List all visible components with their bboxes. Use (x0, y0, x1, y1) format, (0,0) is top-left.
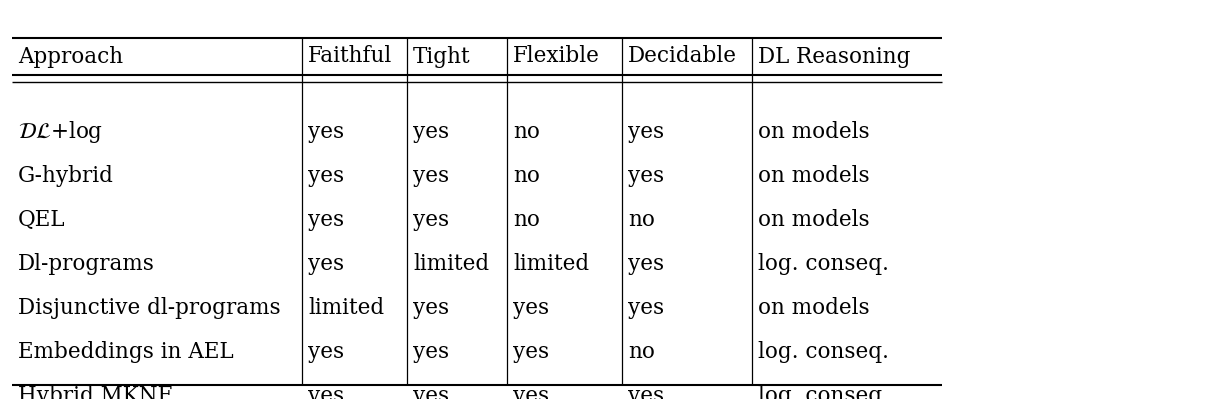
Text: log. conseq.: log. conseq. (758, 253, 889, 275)
Text: no: no (513, 209, 539, 231)
Text: Decidable: Decidable (628, 45, 738, 67)
Text: yes: yes (307, 165, 344, 187)
Text: limited: limited (307, 297, 384, 319)
Text: yes: yes (307, 341, 344, 363)
Text: yes: yes (307, 209, 344, 231)
Text: yes: yes (513, 385, 549, 399)
Text: limited: limited (413, 253, 490, 275)
Text: G-hybrid: G-hybrid (18, 165, 114, 187)
Text: log. conseq.: log. conseq. (758, 385, 889, 399)
Text: yes: yes (413, 385, 450, 399)
Text: yes: yes (307, 121, 344, 143)
Text: yes: yes (307, 253, 344, 275)
Text: Approach: Approach (18, 45, 123, 67)
Text: yes: yes (413, 165, 450, 187)
Text: Faithful: Faithful (307, 45, 392, 67)
Text: yes: yes (628, 121, 665, 143)
Text: yes: yes (513, 297, 549, 319)
Text: on models: on models (758, 165, 870, 187)
Text: yes: yes (628, 253, 665, 275)
Text: yes: yes (413, 341, 450, 363)
Text: limited: limited (513, 253, 589, 275)
Text: Flexible: Flexible (513, 45, 600, 67)
Text: yes: yes (307, 385, 344, 399)
Text: on models: on models (758, 297, 870, 319)
Text: on models: on models (758, 209, 870, 231)
Text: $\mathcal{DL}$+log: $\mathcal{DL}$+log (18, 119, 103, 145)
Text: no: no (513, 165, 539, 187)
Text: yes: yes (628, 297, 665, 319)
Text: no: no (513, 121, 539, 143)
Text: yes: yes (513, 341, 549, 363)
Text: no: no (628, 341, 655, 363)
Text: QEL: QEL (18, 209, 66, 231)
Text: no: no (628, 209, 655, 231)
Text: Tight: Tight (413, 45, 470, 67)
Text: DL Reasoning: DL Reasoning (758, 45, 910, 67)
Text: Hybrid MKNF: Hybrid MKNF (18, 385, 173, 399)
Text: Dl-programs: Dl-programs (18, 253, 154, 275)
Text: on models: on models (758, 121, 870, 143)
Text: yes: yes (413, 209, 450, 231)
Text: Embeddings in AEL: Embeddings in AEL (18, 341, 233, 363)
Text: yes: yes (413, 297, 450, 319)
Text: Disjunctive dl-programs: Disjunctive dl-programs (18, 297, 281, 319)
Text: yes: yes (628, 165, 665, 187)
Text: log. conseq.: log. conseq. (758, 341, 889, 363)
Text: yes: yes (413, 121, 450, 143)
Text: yes: yes (628, 385, 665, 399)
